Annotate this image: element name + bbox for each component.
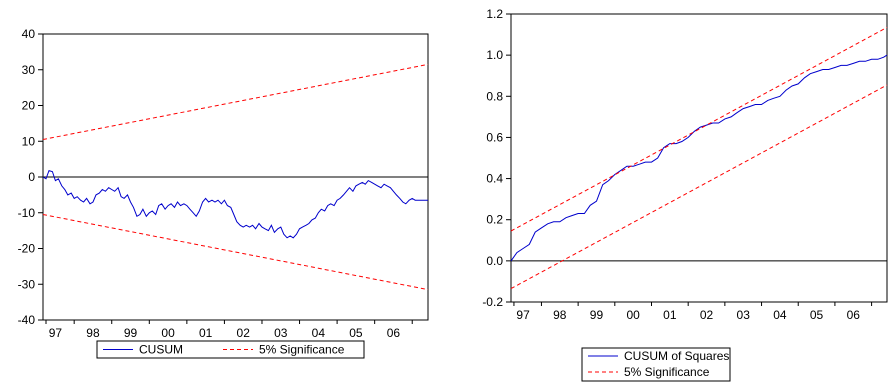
legend-box: [581, 347, 731, 382]
x-tick-label: 98: [86, 326, 100, 340]
cusum-chart: 40 30 20 10 0 -10 -20 -30 -40 97 98 99 00 01 02 03 04 05 0…: [18, 27, 429, 359]
y-tick-label: 0.0: [486, 254, 503, 268]
cusum-squares-chart: 1.2 1.0 0.8 0.6 0.4 0.2 0.0 -0.2 97 98 99 00 01 02 03 0…: [482, 7, 888, 382]
x-tick-label: 98: [553, 308, 567, 322]
y-tick-label: 30: [22, 63, 36, 77]
x-tick-label: 97: [516, 308, 530, 322]
plot-frame: [510, 13, 888, 303]
y-tick-label: -40: [18, 313, 36, 327]
y-tick-label: 0.6: [486, 130, 503, 144]
x-tick-label: 04: [312, 326, 326, 340]
y-tick-label: 20: [22, 99, 36, 113]
x-tick-label: 04: [773, 308, 787, 322]
y-tick-label: 0.4: [486, 172, 503, 186]
y-tick-label: -30: [18, 277, 36, 291]
legend-label: 5% Significance: [259, 343, 345, 357]
series-line: [42, 169, 428, 239]
x-tick-label: 01: [663, 308, 677, 322]
y-tick-label: -10: [18, 206, 36, 220]
x-tick-label: 05: [810, 308, 824, 322]
x-tick-label: 03: [737, 308, 751, 322]
lower-significance-line: [42, 214, 429, 291]
x-tick-label: 00: [626, 308, 640, 322]
y-tick-label: 1.0: [486, 48, 503, 62]
y-tick-label: 0: [28, 170, 35, 184]
x-tick-label: 99: [124, 326, 138, 340]
y-tick-label: -20: [18, 242, 36, 256]
x-tick-label: 01: [199, 326, 213, 340]
y-tick-label: 0.8: [486, 89, 503, 103]
x-tick-label: 97: [49, 326, 63, 340]
legend-label: CUSUM of Squares: [624, 349, 729, 363]
upper-significance-line: [42, 63, 429, 140]
x-tick-label: 02: [700, 308, 714, 322]
y-tick-label: 10: [22, 134, 36, 148]
legend-label: CUSUM: [139, 343, 183, 357]
x-tick-label: 00: [161, 326, 175, 340]
legend-label: 5% Significance: [624, 365, 710, 379]
x-tick-label: 02: [237, 326, 251, 340]
x-tick-label: 06: [847, 308, 861, 322]
y-tick-label: 0.2: [486, 213, 503, 227]
x-tick-label: 05: [349, 326, 363, 340]
x-tick-label: 99: [590, 308, 604, 322]
y-tick-label: 1.2: [486, 7, 503, 21]
x-tick-label: 03: [274, 326, 288, 340]
y-tick-label: -0.2: [482, 295, 503, 309]
lower-significance-line: [510, 84, 888, 290]
x-tick-label: 06: [387, 326, 401, 340]
y-tick-label: 40: [22, 27, 36, 41]
upper-significance-line: [510, 26, 888, 232]
series-line: [510, 54, 888, 262]
